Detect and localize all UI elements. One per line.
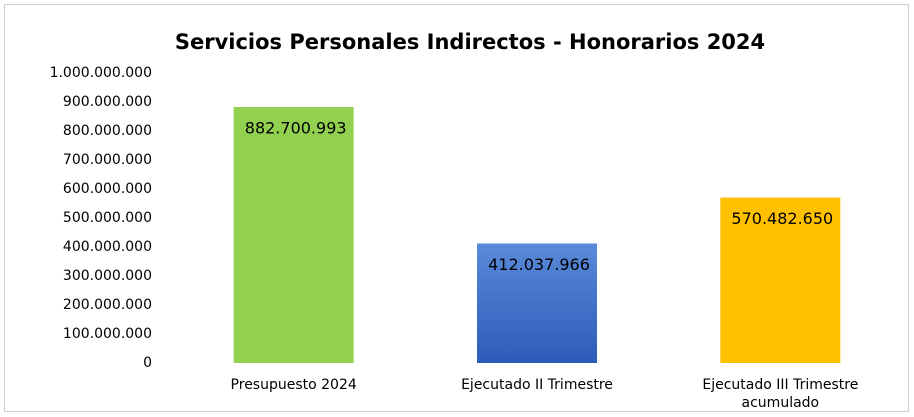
y-tick-label: 500.000.000 (63, 210, 152, 226)
x-tick-label: Ejecutado III Trimestre acumulado (702, 377, 858, 411)
chart-title: Servicios Personales Indirectos - Honora… (175, 30, 765, 54)
y-tick-label: 800.000.000 (63, 123, 152, 139)
bar (233, 107, 354, 363)
y-tick-label: 400.000.000 (63, 239, 152, 255)
y-tick-label: 100.000.000 (63, 326, 152, 342)
x-tick-label: Ejecutado II Trimestre (461, 377, 613, 393)
y-tick-label: 900.000.000 (63, 94, 152, 110)
x-tick-label: Presupuesto 2024 (231, 377, 357, 393)
bar (720, 197, 841, 363)
data-label: 882.700.993 (245, 119, 347, 138)
y-tick-label: 700.000.000 (63, 152, 152, 168)
y-tick-label: 0 (143, 355, 152, 371)
data-label: 412.037.966 (488, 255, 590, 274)
y-tick-label: 200.000.000 (63, 297, 152, 313)
y-tick-label: 1.000.000.000 (50, 65, 152, 81)
y-tick-label: 300.000.000 (63, 268, 152, 284)
bar (477, 243, 597, 363)
y-tick-label: 600.000.000 (63, 181, 152, 197)
data-label: 570.482.650 (731, 209, 833, 228)
